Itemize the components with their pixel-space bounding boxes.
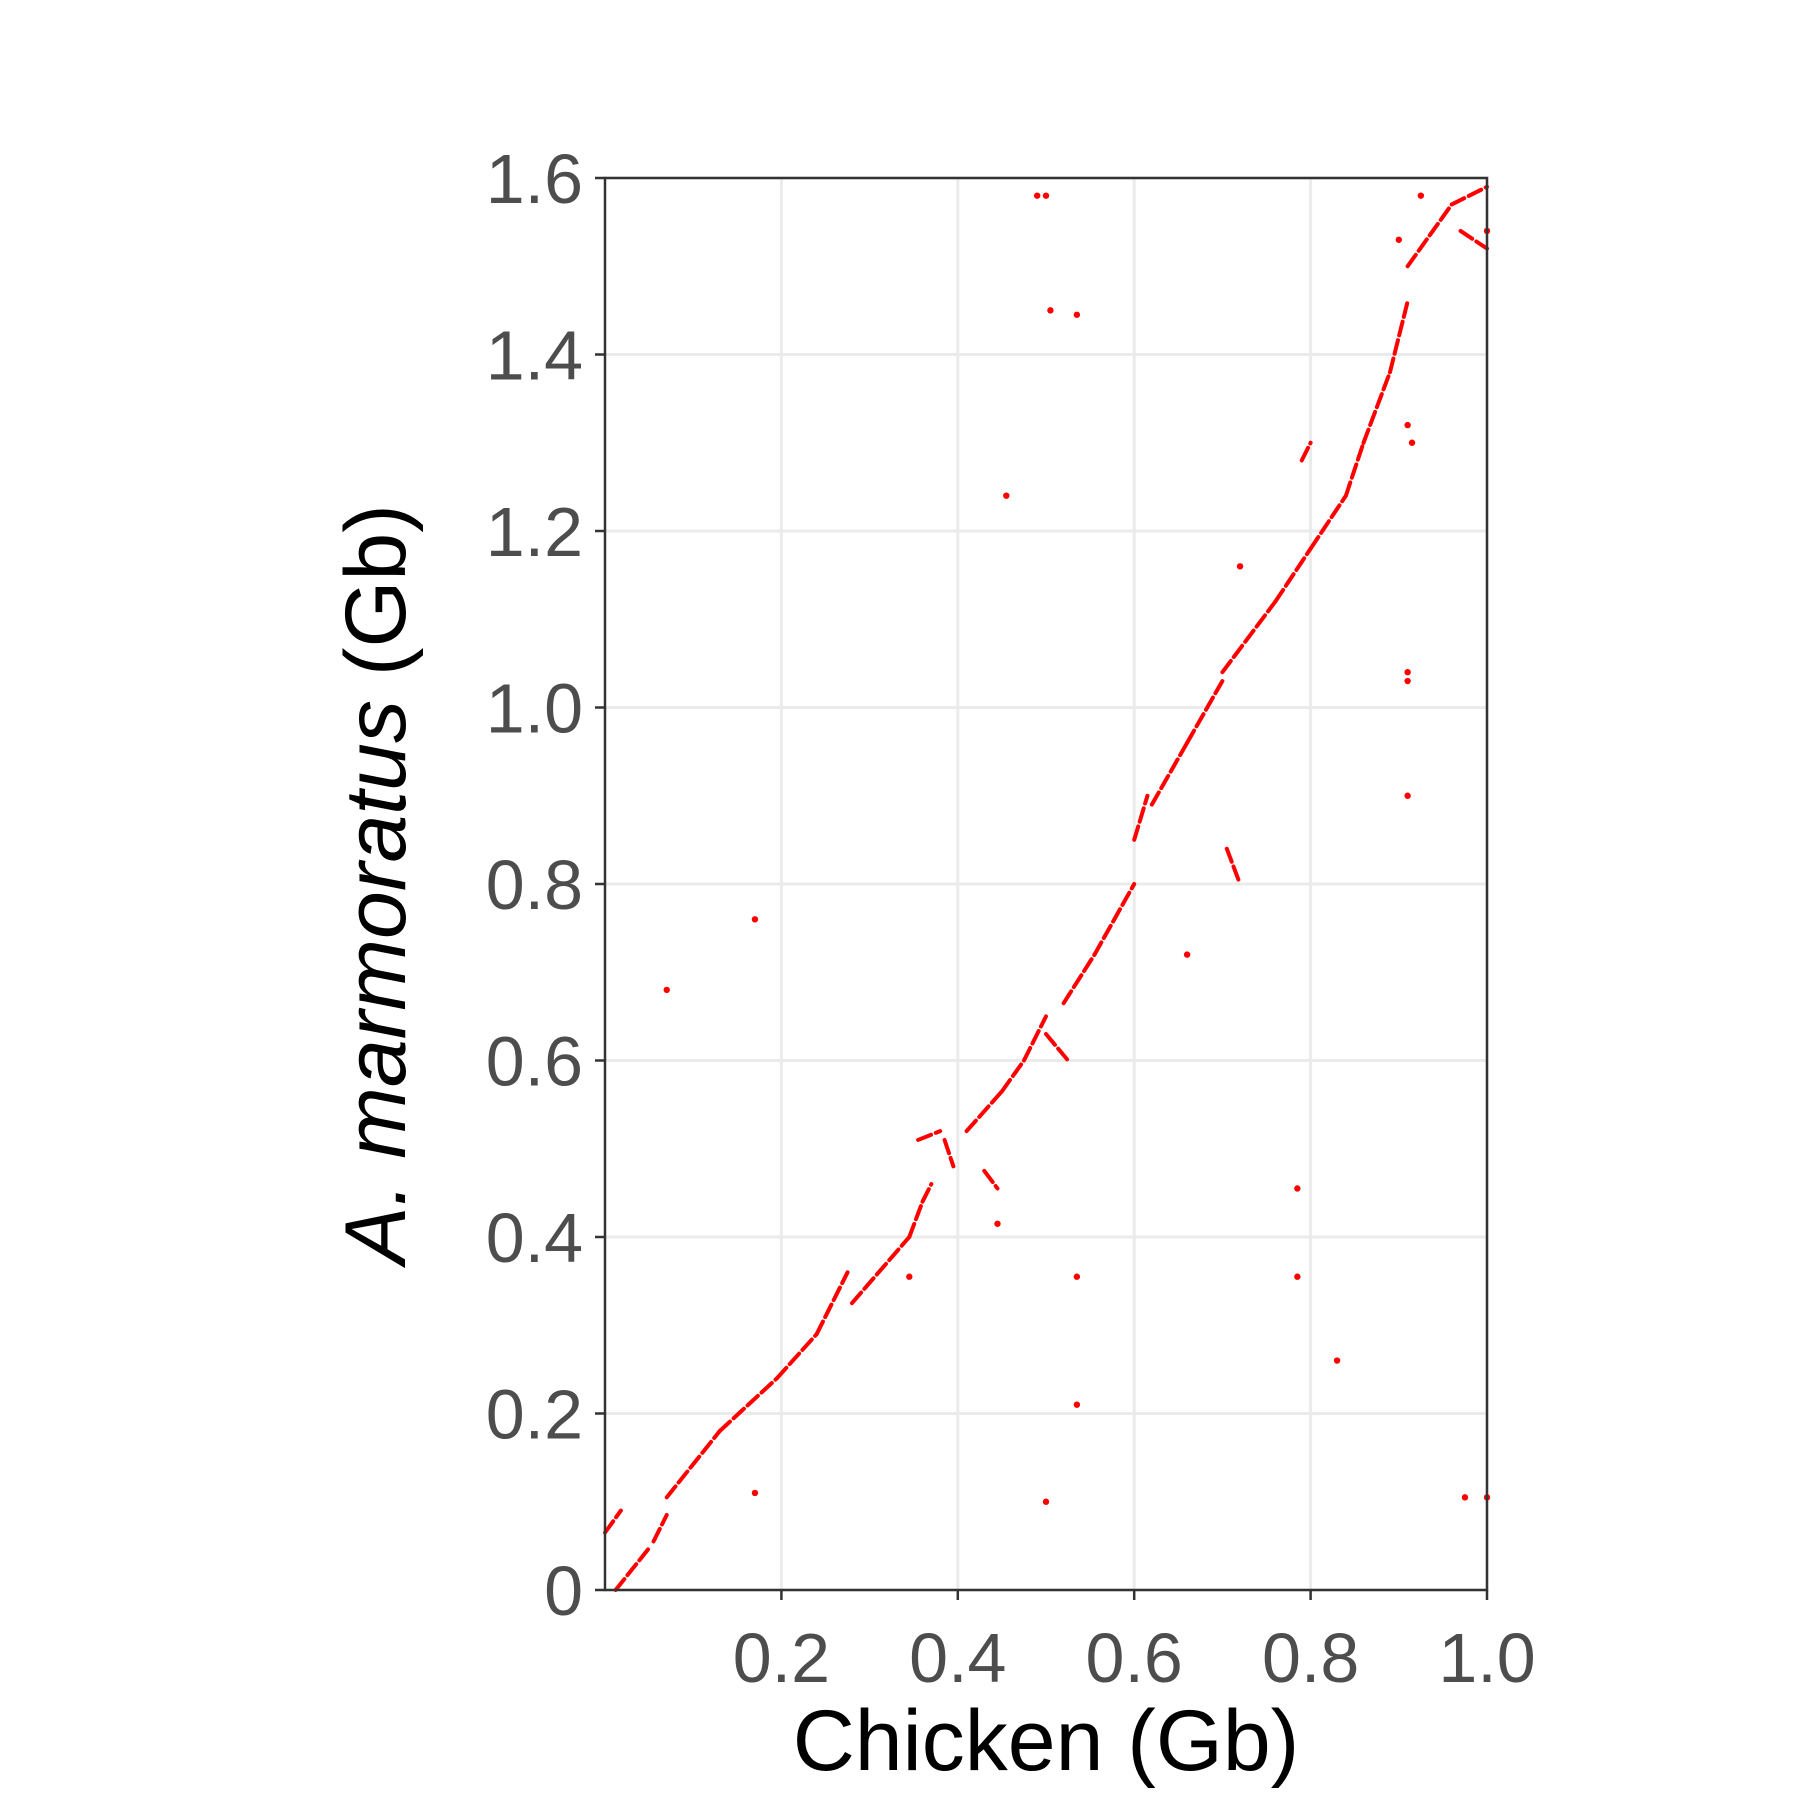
alignment-segment <box>1224 846 1243 886</box>
alignment-segment <box>1299 440 1313 463</box>
alignment-segment <box>942 1137 956 1169</box>
x-tick-label: 0.4 <box>909 1619 1006 1697</box>
alignment-segment <box>1061 952 1097 1006</box>
alignment-point <box>1073 1273 1081 1280</box>
alignment-point <box>994 1220 1001 1227</box>
alignment-segment <box>1343 440 1366 498</box>
y-axis-title-species: A. marmoratus <box>328 700 424 1269</box>
x-axis-title: Chicken (Gb) <box>793 1693 1300 1789</box>
alignment-point <box>1073 1401 1081 1408</box>
alignment-segment <box>1361 370 1392 445</box>
data-marks <box>603 184 1491 1592</box>
y-axis-title: A. marmoratus (Gb) <box>328 504 424 1269</box>
alignment-point <box>1294 1273 1301 1280</box>
alignment-point <box>1333 1357 1341 1364</box>
y-tick-label: 0.2 <box>486 1376 583 1454</box>
alignment-segment <box>964 1089 1004 1134</box>
alignment-point <box>1417 192 1425 199</box>
alignment-point <box>1183 951 1191 958</box>
alignment-point <box>1404 669 1411 676</box>
alignment-segment <box>1132 793 1150 842</box>
alignment-point <box>1404 677 1411 685</box>
alignment-point <box>1033 192 1041 199</box>
alignment-segment <box>849 1235 912 1306</box>
alignment-segment <box>1449 184 1489 207</box>
alignment-segment <box>1092 882 1137 957</box>
alignment-point <box>906 1273 913 1280</box>
alignment-point <box>1236 563 1244 570</box>
alignment-segment <box>664 1429 722 1500</box>
alignment-point <box>751 916 759 923</box>
alignment-segment <box>1044 1032 1071 1063</box>
alignment-point <box>1003 492 1010 499</box>
alignment-point <box>1042 192 1050 199</box>
x-tick-label: 1.0 <box>1438 1619 1535 1697</box>
alignment-point <box>1042 1498 1050 1505</box>
alignment-segment <box>982 1168 1000 1191</box>
y-tick-label: 0.8 <box>486 846 583 924</box>
alignment-segment <box>603 1508 623 1535</box>
alignment-point <box>1073 311 1081 318</box>
y-tick-label: 0.4 <box>486 1199 583 1277</box>
y-tick-label: 1.0 <box>486 670 583 748</box>
alignment-segment <box>1308 493 1348 551</box>
alignment-point <box>1395 236 1403 243</box>
alignment-segment <box>1021 1014 1048 1063</box>
y-tick-label: 1.6 <box>486 140 583 218</box>
alignment-segment <box>1405 202 1454 269</box>
alignment-segment <box>1273 546 1313 604</box>
alignment-point <box>1408 439 1416 446</box>
alignment-segment <box>651 1512 669 1544</box>
alignment-segment <box>920 1182 934 1204</box>
alignment-segment <box>1220 599 1278 675</box>
alignment-segment <box>1387 299 1410 375</box>
y-tick-label: 1.4 <box>486 317 583 395</box>
y-tick-label: 0 <box>544 1552 583 1630</box>
alignment-point <box>751 1489 759 1497</box>
grid-lines <box>605 176 1489 1592</box>
x-tick-label: 0.2 <box>733 1619 830 1697</box>
y-tick-label: 0.6 <box>486 1023 583 1101</box>
alignment-point <box>1404 421 1411 429</box>
alignment-point <box>1047 307 1054 314</box>
x-tick-label: 0.6 <box>1086 1619 1183 1697</box>
alignment-segment <box>1458 228 1489 251</box>
alignment-segment <box>717 1376 779 1434</box>
y-tick-label: 1.2 <box>486 493 583 571</box>
alignment-segment <box>1149 740 1190 807</box>
x-axis: 0.2 0.4 0.6 0.8 1.0 <box>733 1590 1536 1697</box>
alignment-segment <box>907 1199 925 1239</box>
x-tick-label: 0.8 <box>1262 1619 1359 1697</box>
y-axis-title-unit: (Gb) <box>328 504 424 700</box>
alignment-segment <box>774 1332 819 1381</box>
alignment-segment <box>1185 679 1225 745</box>
alignment-point <box>1294 1185 1301 1192</box>
alignment-point <box>1404 792 1411 799</box>
alignment-segment <box>814 1270 850 1337</box>
alignment-point <box>1461 1494 1469 1501</box>
alignment-segment <box>916 1129 943 1142</box>
alignment-point <box>663 986 670 994</box>
alignment-segment <box>999 1058 1026 1094</box>
alignment-segment <box>613 1543 653 1592</box>
y-axis: 0 0.2 0.4 0.6 0.8 1.0 1.2 1.4 1.6 <box>486 140 605 1630</box>
